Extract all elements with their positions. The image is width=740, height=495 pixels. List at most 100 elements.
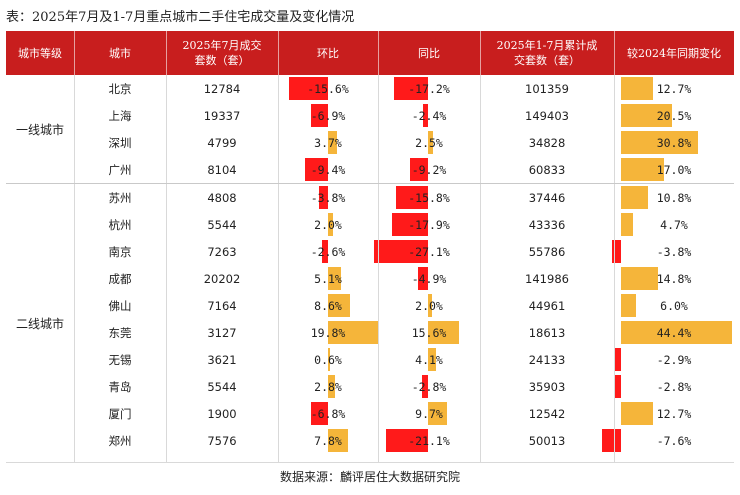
july-volume: 5544 [207,217,237,232]
city-name: 厦门 [108,406,132,421]
mom-value: 5.1% [314,271,342,286]
table-row: 广州 8104 60833 -9.4% -9.2% 17.0% [6,156,734,183]
city-name: 广州 [108,162,132,177]
july-volume: 4808 [207,190,237,205]
mom-value: -6.8% [310,406,346,421]
mom-bar [311,402,328,425]
yoy-bar [409,158,428,181]
yoy-value: 4.1% [415,352,443,367]
vs-2024-value: 12.7% [656,81,692,96]
city-name: 深圳 [108,135,132,150]
july-volume: 5544 [207,379,237,394]
july-volume: 19337 [203,108,241,123]
vs-2024-value: 4.7% [660,217,688,232]
mom-value: -15.6% [307,81,349,96]
vs-2024-value: 6.0% [660,298,688,313]
yoy-value: 2.0% [415,298,443,313]
vs-2024-bar [621,186,648,209]
mom-bar [328,267,341,290]
yoy-bar [373,240,428,263]
table-row: 无锡 3621 24133 0.6% 4.1% -2.9% [6,346,734,373]
table-row: 郑州 7576 50013 7.8% -21.1% -7.6% [6,427,734,454]
table-title: 表：2025年7月及1-7月重点城市二手住宅成交量及变化情况 [6,10,355,25]
yoy-bar [385,429,428,452]
header-tier: 城市等级 [18,46,62,60]
july-volume: 20202 [203,271,241,286]
yoy-value: -17.9% [408,217,450,232]
mom-bar [321,240,328,263]
vs-2024-value: 30.8% [656,135,692,150]
table-row: 北京 12784 101359 -15.6% -17.2% 12.7% [6,75,734,102]
vs-2024-bar [613,348,621,371]
city-name: 北京 [108,81,132,96]
header-mom: 环比 [317,46,339,60]
cumulative-volume: 24133 [528,352,566,367]
tier-second-tier: 二线城市 [15,316,64,331]
mom-bar [328,375,335,398]
mom-bar [318,186,328,209]
mom-bar [304,158,328,181]
yoy-bar [418,267,428,290]
mom-bar [328,321,378,344]
cumulative-volume: 12542 [528,406,566,421]
table-row: 苏州 4808 37446 -3.8% -15.8% 10.8% [6,184,734,211]
july-volume: 8104 [207,162,237,177]
table-header: 城市等级 城市 2025年7月成交套数（套） 环比 同比 2025年1-7月累计… [6,31,734,75]
yoy-value: -2.8% [411,379,447,394]
cumulative-volume: 55786 [528,244,566,259]
data-source: 数据来源：麟评居住大数据研究院 [279,470,460,484]
header-vs-2024: 较2024年同期变化 [627,46,721,60]
mom-bar [328,213,333,236]
yoy-bar [428,348,437,371]
yoy-value: -2.4% [411,108,447,123]
july-volume: 4799 [207,135,237,150]
mom-value: 2.0% [314,217,342,232]
yoy-bar [428,294,432,317]
yoy-value: 2.5% [415,135,443,150]
mom-value: 2.8% [314,379,342,394]
yoy-value: -9.2% [411,162,447,177]
yoy-bar [428,402,448,425]
mom-bar [328,294,350,317]
yoy-value: -27.1% [408,244,450,259]
mom-bar [328,131,338,154]
yoy-value: -15.8% [408,190,450,205]
city-name: 南京 [108,244,132,259]
vs-2024-value: 12.7% [656,406,692,421]
city-name: 郑州 [108,433,132,448]
vs-2024-bar [602,429,621,452]
table-row: 青岛 5544 35903 2.8% -2.8% -2.8% [6,373,734,400]
table-row: 成都 20202 141986 5.1% -4.9% 14.8% [6,265,734,292]
vs-2024-bar [621,294,636,317]
july-volume: 7576 [207,433,237,448]
city-name: 东莞 [108,325,132,340]
mom-value: -2.6% [310,244,346,259]
mom-bar [289,77,328,100]
mom-value: 0.6% [314,352,342,367]
table-row: 厦门 1900 12542 -6.8% 9.7% 12.7% [6,400,734,427]
table-row: 佛山 7164 44961 8.6% 2.0% 6.0% [6,292,734,319]
city-name: 苏州 [108,190,132,205]
vs-2024-bar [621,158,664,181]
city-name: 青岛 [108,379,132,394]
table-row: 东莞 3127 18613 19.8% 15.6% 44.4% [6,319,734,346]
table-row: 南京 7263 55786 -2.6% -27.1% -3.8% [6,238,734,265]
july-volume: 3621 [207,352,237,367]
cumulative-volume: 50013 [528,433,566,448]
vs-2024-value: -2.8% [656,379,692,394]
cumulative-volume: 60833 [528,162,566,177]
vs-2024-value: 10.8% [656,190,692,205]
vs-2024-value: -3.8% [656,244,692,259]
vs-2024-bar [621,104,673,127]
header-city: 城市 [109,46,131,60]
cumulative-volume: 37446 [528,190,566,205]
vs-2024-bar [621,77,653,100]
cumulative-volume: 34828 [528,135,566,150]
table-body: 一线城市 二线城市 北京 12784 101359 -15.6% -17.2% 12.7%… [6,75,734,463]
vs-2024-value: 14.8% [656,271,692,286]
cumulative-volume: 141986 [525,271,569,286]
header-cumulative: 2025年1-7月累计成交套数（套） [496,39,598,67]
yoy-bar [423,104,428,127]
july-volume: 7263 [207,244,237,259]
vs-2024-bar [621,321,732,344]
